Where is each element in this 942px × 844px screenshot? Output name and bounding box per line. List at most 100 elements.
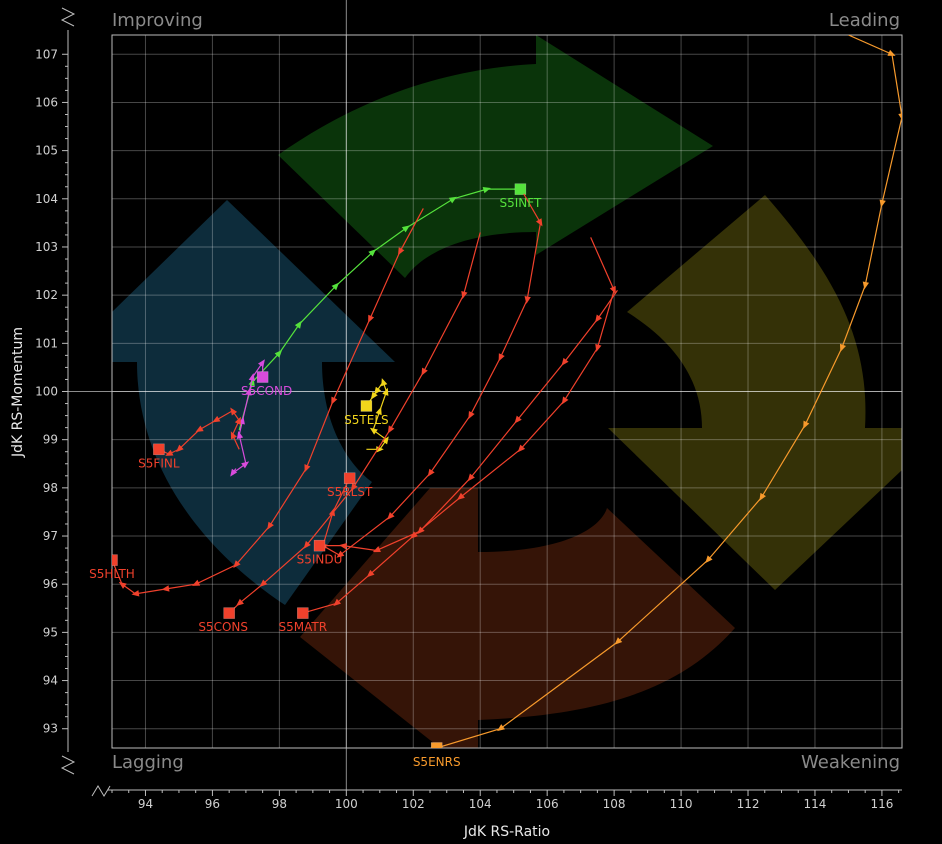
series-point bbox=[350, 483, 358, 492]
series-point bbox=[274, 350, 283, 358]
series-point bbox=[468, 411, 475, 420]
series-head-marker[interactable] bbox=[107, 554, 118, 566]
series-label-s5matr: S5MATR bbox=[279, 620, 328, 634]
series-point bbox=[535, 218, 543, 227]
series-point bbox=[303, 540, 311, 549]
series-s5cond[interactable] bbox=[228, 357, 269, 478]
series-layer bbox=[107, 35, 906, 754]
series-label-s5finl: S5FINL bbox=[138, 456, 180, 470]
series-label-s5inft: S5INFT bbox=[499, 196, 541, 210]
y-tick-label: 96 bbox=[43, 577, 58, 591]
series-point bbox=[333, 598, 342, 607]
series-point bbox=[381, 436, 389, 445]
series-head-marker[interactable] bbox=[297, 607, 309, 619]
series-label-s5rlst: S5RLST bbox=[327, 485, 373, 499]
series-s5enrs[interactable] bbox=[430, 35, 906, 754]
series-point bbox=[233, 560, 241, 568]
series-head-marker[interactable] bbox=[223, 607, 235, 619]
series-point bbox=[467, 473, 475, 482]
series-head-marker[interactable] bbox=[343, 472, 356, 484]
series-point bbox=[514, 415, 522, 424]
series-point bbox=[898, 112, 902, 121]
series-head-marker[interactable] bbox=[360, 400, 373, 412]
x-tick-label: 94 bbox=[138, 797, 153, 811]
series-point bbox=[410, 531, 419, 539]
series-point bbox=[366, 569, 375, 578]
series-point bbox=[397, 247, 405, 256]
quadrant-label-lagging: Lagging bbox=[112, 752, 184, 773]
y-tick-label: 95 bbox=[43, 625, 58, 639]
series-point bbox=[192, 579, 201, 586]
series-point bbox=[248, 373, 255, 382]
y-axis-title: JdK RS-Momentum bbox=[10, 327, 26, 458]
series-point bbox=[387, 512, 395, 520]
series-point bbox=[374, 386, 382, 395]
series-point bbox=[595, 343, 602, 352]
series-point bbox=[609, 285, 616, 294]
series-label-s5tels: S5TELS bbox=[344, 413, 388, 427]
series-point bbox=[372, 546, 381, 553]
series-head-marker[interactable] bbox=[313, 539, 326, 552]
series-point bbox=[401, 225, 410, 233]
series-point bbox=[245, 387, 252, 396]
x-tick-label: 104 bbox=[469, 797, 492, 811]
y-tick-label: 101 bbox=[35, 336, 58, 350]
series-point bbox=[212, 415, 221, 423]
x-tick-label: 98 bbox=[272, 797, 287, 811]
series-head-marker[interactable] bbox=[153, 443, 165, 456]
series-head-marker[interactable] bbox=[256, 371, 269, 383]
series-point bbox=[370, 391, 378, 400]
series-trail-s5matr bbox=[302, 237, 615, 614]
series-point bbox=[457, 492, 465, 500]
series-point bbox=[427, 468, 435, 477]
series-s5finl[interactable] bbox=[153, 406, 243, 459]
series-point bbox=[482, 187, 491, 194]
series-point bbox=[387, 425, 395, 434]
series-point bbox=[614, 637, 623, 645]
series-head-marker[interactable] bbox=[514, 183, 527, 195]
x-tick-label: 110 bbox=[670, 797, 693, 811]
series-point bbox=[461, 290, 468, 300]
series-point bbox=[448, 196, 457, 204]
x-tick-label: 106 bbox=[536, 797, 559, 811]
series-point bbox=[759, 492, 766, 501]
x-tick-label: 96 bbox=[205, 797, 220, 811]
y-tick-label: 105 bbox=[35, 144, 58, 158]
series-s5indu[interactable] bbox=[313, 289, 618, 555]
arrow-weakening-olive bbox=[608, 195, 902, 590]
series-head-marker[interactable] bbox=[430, 742, 443, 754]
series-point bbox=[230, 431, 237, 440]
series-point bbox=[887, 49, 896, 56]
series-point bbox=[267, 521, 274, 530]
series-label-s5cond: S5COND bbox=[241, 384, 292, 398]
series-s5cons[interactable] bbox=[223, 232, 481, 619]
series-point bbox=[421, 367, 428, 376]
y-tick-label: 106 bbox=[35, 95, 58, 109]
arrow-lagging-brown bbox=[300, 488, 735, 748]
series-label-s5enrs: S5ENRS bbox=[413, 755, 461, 769]
series-point bbox=[230, 407, 238, 416]
series-point bbox=[705, 555, 713, 564]
series-point bbox=[195, 425, 204, 433]
series-labels: S5INFT S5COND S5TELS S5FINL S5HLTH S5CONS S5RL… bbox=[89, 196, 542, 769]
x-tick-label: 114 bbox=[804, 797, 827, 811]
x-tick-label: 116 bbox=[870, 797, 893, 811]
plot-frame bbox=[111, 34, 903, 749]
series-s5tels[interactable] bbox=[360, 377, 391, 453]
series-label-s5cons: S5CONS bbox=[198, 620, 248, 634]
series-point bbox=[382, 387, 389, 396]
series-point bbox=[328, 508, 336, 517]
series-point bbox=[176, 444, 184, 453]
x-axis: 94 96 98 100 102 104 106 108 110 112 114 116 bbox=[91, 785, 902, 811]
series-point bbox=[497, 724, 506, 732]
series-s5matr[interactable] bbox=[297, 237, 618, 619]
y-tick-label: 107 bbox=[35, 47, 58, 61]
series-trail-s5hlth bbox=[112, 208, 424, 595]
series-point bbox=[118, 581, 127, 589]
series-label-s5indu: S5INDU bbox=[297, 553, 343, 567]
series-point bbox=[498, 353, 505, 362]
y-tick-label: 103 bbox=[35, 240, 58, 254]
series-s5hlth[interactable] bbox=[107, 208, 424, 597]
series-point bbox=[236, 430, 244, 439]
